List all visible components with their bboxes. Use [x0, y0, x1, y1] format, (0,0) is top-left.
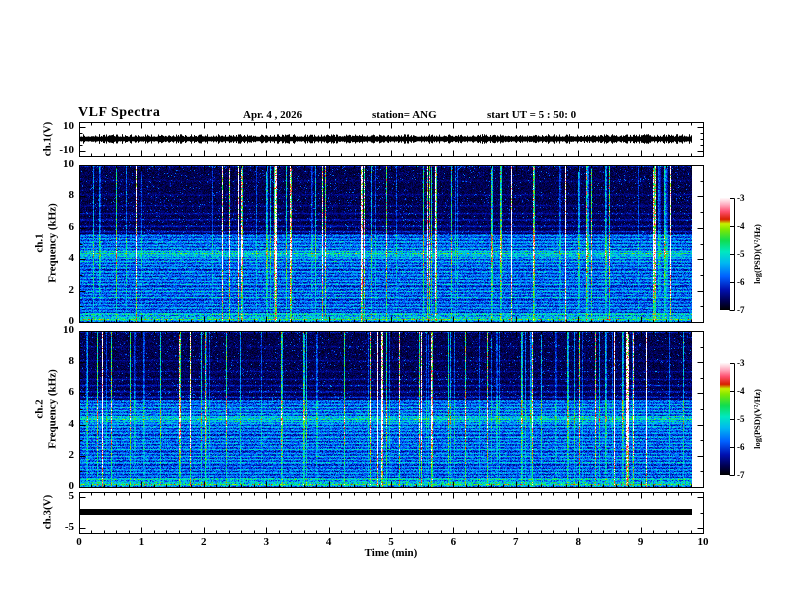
ch2-label-line: ch.2	[33, 399, 46, 419]
y-tick-label: 8	[68, 355, 75, 368]
colorbar-tick-label: -5	[737, 414, 745, 424]
colorbar-tick-label: -4	[737, 221, 745, 231]
colorbar-tick-label: -7	[737, 305, 745, 315]
y-tick-label: 0	[68, 315, 75, 327]
y-tick-label: 4	[68, 252, 75, 265]
y-tick-label: 4	[68, 417, 75, 430]
colorbar-tick-label: -3	[737, 358, 745, 368]
x-tick-label: 10	[697, 536, 709, 548]
x-tick-label: 1	[138, 536, 145, 548]
y-tick-label: -5	[64, 521, 74, 534]
y-tick-label: 10	[63, 324, 74, 336]
y-tick-label: 6	[68, 220, 75, 233]
y-tick-label: 2	[68, 448, 75, 461]
ch1-frequency-ylabel: ch.1 Frequency (kHz)	[33, 203, 58, 283]
y-tick-label: 6	[68, 386, 75, 399]
x-tick-label: 6	[450, 536, 457, 548]
y-tick-label: 2	[68, 283, 75, 296]
colorbar-ch1-label: log(PSD)(V²/Hz)	[752, 224, 762, 284]
ch2-frequency-ylabel: ch.2 Frequency (kHz)	[33, 369, 58, 449]
colorbar-tick-label: -6	[737, 277, 745, 287]
x-tick-label: 2	[201, 536, 207, 548]
x-tick-label: 7	[513, 536, 519, 548]
y-tick-label: 5	[68, 489, 75, 502]
frequency-label-line: Frequency (kHz)	[46, 203, 58, 283]
colorbar-tick-label: -7	[737, 470, 745, 480]
time-axis-label: Time (min)	[364, 547, 418, 559]
x-tick-label: 9	[637, 536, 644, 548]
x-tick-label: 4	[325, 536, 332, 548]
y-tick-label: 0	[68, 480, 75, 492]
ch1-label-line: ch.1	[33, 233, 46, 253]
y-tick-label: -10	[59, 144, 74, 157]
x-tick-label: 8	[575, 536, 581, 548]
x-tick-label: 0	[76, 536, 82, 548]
colorbar-ch2	[720, 363, 730, 475]
colorbar-tick-label: -6	[737, 442, 745, 452]
x-tick-label: 3	[263, 536, 269, 548]
colorbar-tick-label: -3	[737, 193, 745, 203]
x-tick-label: 5	[388, 536, 394, 548]
colorbar-ch1	[720, 198, 730, 310]
colorbar-ch2-label: log(PSD)(V²/Hz)	[752, 389, 762, 449]
y-tick-label: 10	[63, 158, 74, 170]
y-tick-label: 10	[63, 119, 74, 132]
colorbar-tick-label: -4	[737, 386, 745, 396]
y-tick-label: 8	[68, 189, 75, 202]
frequency-label-line: Frequency (kHz)	[46, 369, 58, 449]
colorbar-tick-label: -5	[737, 249, 745, 259]
